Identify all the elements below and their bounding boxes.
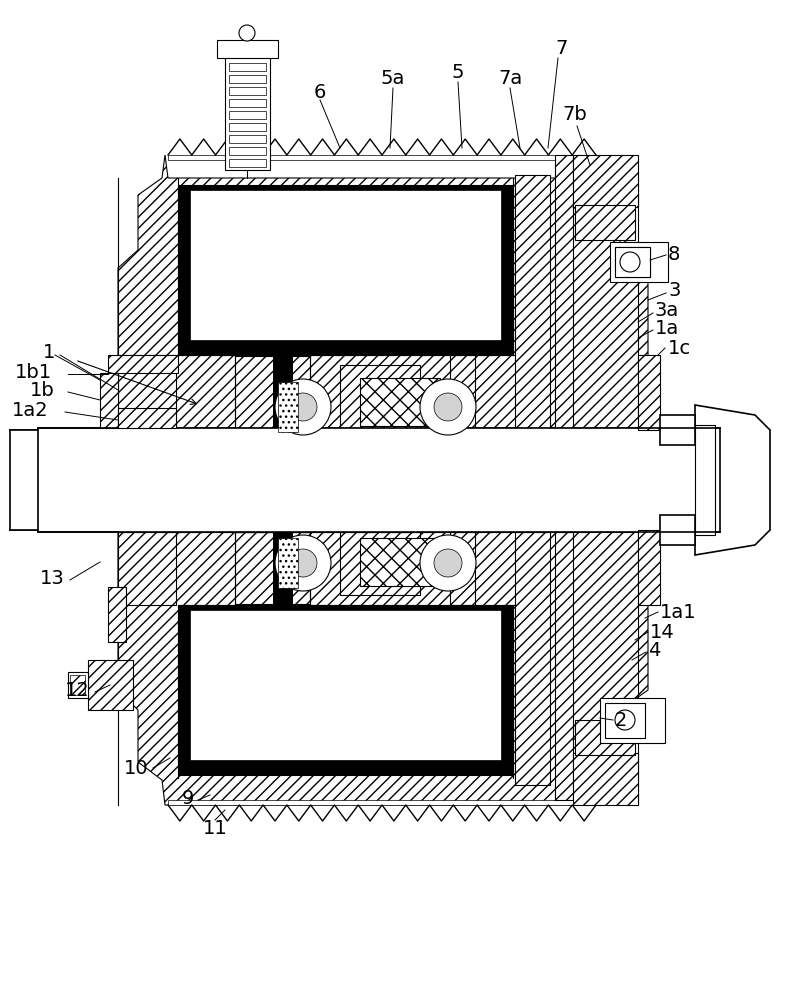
Bar	[229, 135, 266, 143]
Text: 1a: 1a	[655, 318, 679, 338]
Bar	[118, 408, 176, 428]
Bar	[229, 147, 266, 155]
Bar	[660, 515, 695, 545]
Circle shape	[420, 535, 476, 591]
Circle shape	[289, 393, 317, 421]
Bar	[273, 356, 293, 428]
Bar	[235, 514, 310, 532]
Bar	[68, 672, 88, 698]
Bar	[555, 532, 573, 800]
Bar	[229, 123, 266, 131]
Bar	[229, 159, 266, 167]
Bar	[273, 532, 293, 604]
Circle shape	[620, 252, 640, 272]
Text: 13: 13	[41, 568, 65, 587]
Bar	[10, 430, 80, 530]
Text: 6: 6	[314, 83, 326, 102]
Text: 7a: 7a	[498, 68, 522, 88]
Bar	[555, 155, 573, 428]
Bar	[229, 75, 266, 83]
Bar	[235, 428, 310, 446]
Bar	[340, 365, 420, 428]
Circle shape	[434, 393, 462, 421]
Bar	[575, 720, 635, 755]
Bar	[600, 698, 665, 743]
Bar	[660, 415, 695, 445]
Bar	[605, 703, 645, 738]
Bar	[225, 55, 270, 170]
Text: 8: 8	[668, 245, 681, 264]
Bar	[190, 190, 501, 340]
Circle shape	[275, 379, 331, 435]
Polygon shape	[118, 532, 648, 805]
Text: 1b: 1b	[30, 380, 55, 399]
Bar	[229, 87, 266, 95]
Bar	[100, 373, 118, 428]
Text: 7: 7	[556, 38, 568, 57]
Bar	[515, 532, 550, 785]
Text: 1c: 1c	[668, 338, 691, 358]
Bar	[638, 355, 660, 430]
Bar	[178, 185, 513, 355]
Circle shape	[615, 710, 635, 730]
Bar	[88, 660, 133, 710]
Bar	[515, 175, 550, 428]
Bar	[229, 63, 266, 71]
Bar	[278, 382, 298, 432]
Bar	[229, 111, 266, 119]
Text: 5: 5	[452, 62, 464, 82]
Text: 14: 14	[650, 622, 675, 642]
Text: 1a1: 1a1	[660, 602, 696, 621]
Text: 11: 11	[203, 818, 228, 838]
Circle shape	[275, 535, 331, 591]
Bar	[235, 356, 310, 428]
Bar	[168, 155, 596, 160]
Text: 1: 1	[43, 342, 55, 361]
Bar	[695, 425, 715, 535]
Bar	[278, 538, 298, 588]
Text: 3a: 3a	[655, 300, 679, 320]
Bar	[190, 610, 501, 760]
Circle shape	[420, 379, 476, 435]
Text: 7b: 7b	[563, 105, 587, 124]
Text: 3: 3	[668, 280, 681, 300]
Bar	[229, 99, 266, 107]
Bar	[340, 532, 420, 595]
Polygon shape	[118, 155, 648, 428]
Bar	[108, 587, 126, 642]
Bar	[108, 355, 178, 373]
Bar	[360, 378, 440, 426]
Text: 2: 2	[615, 710, 627, 730]
Bar	[178, 605, 513, 775]
Bar	[360, 538, 440, 586]
Bar	[118, 532, 176, 605]
Bar	[235, 532, 310, 604]
Bar	[573, 753, 638, 805]
Bar	[615, 247, 650, 277]
Bar	[70, 675, 85, 695]
Circle shape	[289, 549, 317, 577]
Circle shape	[239, 25, 255, 41]
Text: 1b1: 1b1	[15, 362, 52, 381]
Bar	[38, 428, 720, 532]
Text: 5a: 5a	[380, 68, 405, 88]
Bar	[638, 530, 660, 605]
Bar	[610, 242, 668, 282]
Polygon shape	[615, 247, 650, 277]
Text: 1a2: 1a2	[11, 400, 48, 420]
Bar	[573, 155, 638, 207]
Bar	[118, 355, 176, 428]
Text: 4: 4	[648, 641, 661, 660]
Circle shape	[434, 549, 462, 577]
Polygon shape	[695, 405, 770, 555]
Bar	[217, 40, 278, 58]
Bar	[168, 800, 596, 805]
Text: 9: 9	[181, 788, 194, 808]
Text: 10: 10	[123, 758, 148, 778]
Text: 12: 12	[65, 680, 90, 700]
Bar	[575, 205, 635, 240]
